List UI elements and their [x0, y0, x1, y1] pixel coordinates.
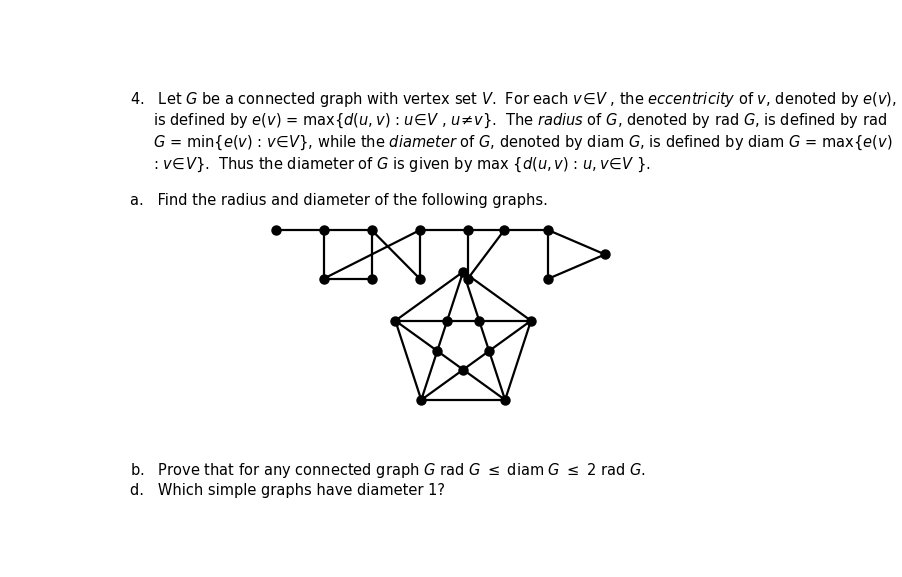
Text: is defined by $e(v)$ = max{$d(u, v)$ : $u\!\in\!V$ , $u\!\neq\!v$}.  The $\it{ra: is defined by $e(v)$ = max{$d(u, v)$ : $…: [130, 112, 886, 130]
Text: d.   Which simple graphs have diameter 1?: d. Which simple graphs have diameter 1?: [130, 483, 445, 498]
Text: : $v\!\in\!V$}.  Thus the diameter of $G$ is given by max {$d(u, v)$ : $u, v\!\i: : $v\!\in\!V$}. Thus the diameter of $G$…: [130, 156, 649, 174]
Text: $G$ = min{$e(v)$ : $v\!\in\!V$}, while the $\it{diameter}$ of $G$, denoted by di: $G$ = min{$e(v)$ : $v\!\in\!V$}, while t…: [130, 134, 891, 152]
Text: a.   Find the radius and diameter of the following graphs.: a. Find the radius and diameter of the f…: [130, 193, 548, 208]
Text: 4.   Let $G$ be a connected graph with vertex set $V$.  For each $v\!\in\!V$ , t: 4. Let $G$ be a connected graph with ver…: [130, 90, 896, 109]
Text: b.   Prove that for any connected graph $G$ rad $G$ $\leq$ diam $G$ $\leq$ 2 rad: b. Prove that for any connected graph $G…: [130, 461, 645, 480]
